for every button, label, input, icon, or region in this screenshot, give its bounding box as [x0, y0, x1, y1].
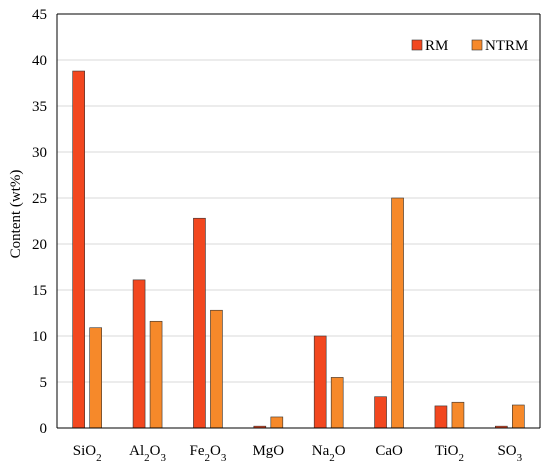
y-tick-labels: 0 5 10 15 20 25 30 35 40 45 [32, 7, 47, 437]
x-tick-label: SiO2 [73, 443, 102, 464]
y-tick-label: 15 [32, 283, 47, 299]
bar-ntrm [451, 401, 465, 429]
x-tick-label: Fe2O3 [190, 443, 227, 464]
x-tick-label: TiO2 [435, 443, 464, 464]
y-tick-label: 35 [32, 99, 47, 115]
x-tick-subscript: 2 [205, 452, 211, 464]
x-tick-label: Na2O [312, 443, 346, 464]
x-tick-label: MgO [252, 443, 284, 459]
y-axis-label: Content (wt%) [8, 170, 24, 259]
x-tick-text: O [150, 443, 161, 459]
bars [72, 70, 525, 429]
x-tick-text: SiO [73, 443, 97, 459]
x-tick-text: O [210, 443, 221, 459]
legend-swatch-rm [411, 39, 423, 51]
y-tick-label: 40 [32, 53, 47, 69]
bar-ntrm [391, 197, 404, 429]
legend-swatch-ntrm [471, 39, 483, 51]
x-tick-subscript: 3 [517, 452, 523, 464]
y-tick-label: 30 [32, 145, 47, 161]
y-tick-label: 0 [40, 421, 48, 437]
bar-ntrm [270, 416, 284, 429]
bar-ntrm [149, 320, 163, 429]
x-tick-label: Al2O3 [129, 443, 166, 464]
x-tick-text: SO [497, 443, 516, 459]
bar-ntrm [210, 309, 223, 429]
x-tick-subscript: 2 [144, 452, 150, 464]
legend: RM NTRM [411, 38, 528, 54]
y-tick-label: 45 [32, 7, 47, 23]
y-tick-label: 20 [32, 237, 47, 253]
y-tick-label: 5 [40, 375, 48, 391]
gridlines [57, 13, 540, 383]
x-tick-text: MgO [252, 443, 284, 459]
bar-ntrm [330, 377, 344, 429]
x-tick-text: Al [129, 443, 144, 459]
x-tick-subscript: 2 [459, 452, 465, 464]
bar-ntrm [512, 404, 525, 429]
x-tick-subscript: 3 [221, 452, 227, 464]
x-tick-text: Na [312, 443, 330, 459]
bar-rm [72, 70, 85, 429]
x-tick-text: O [335, 443, 346, 459]
x-tick-subscript: 2 [329, 452, 335, 464]
x-tick-label: CaO [375, 443, 403, 459]
x-tick-text: Fe [190, 443, 205, 459]
x-tick-label: SO3 [497, 443, 522, 464]
x-tick-subscript: 3 [160, 452, 166, 464]
bar-rm [313, 335, 327, 429]
x-tick-text: TiO [435, 443, 459, 459]
bar-rm [193, 217, 206, 429]
legend-label-ntrm: NTRM [485, 38, 528, 54]
bar-rm [132, 279, 146, 429]
bar-ntrm [89, 327, 102, 429]
legend-label-rm: RM [425, 38, 448, 54]
bar-rm [434, 405, 448, 429]
x-tick-subscript: 2 [96, 452, 102, 464]
bar-rm [374, 396, 387, 429]
x-tick-labels: SiO2 Al2O3 Fe2O3 MgO Na2O CaO TiO2 SO3 [73, 443, 523, 464]
axes [56, 13, 541, 429]
y-tick-label: 25 [32, 191, 47, 207]
y-tick-label: 10 [32, 329, 47, 345]
x-tick-text: CaO [375, 443, 403, 459]
